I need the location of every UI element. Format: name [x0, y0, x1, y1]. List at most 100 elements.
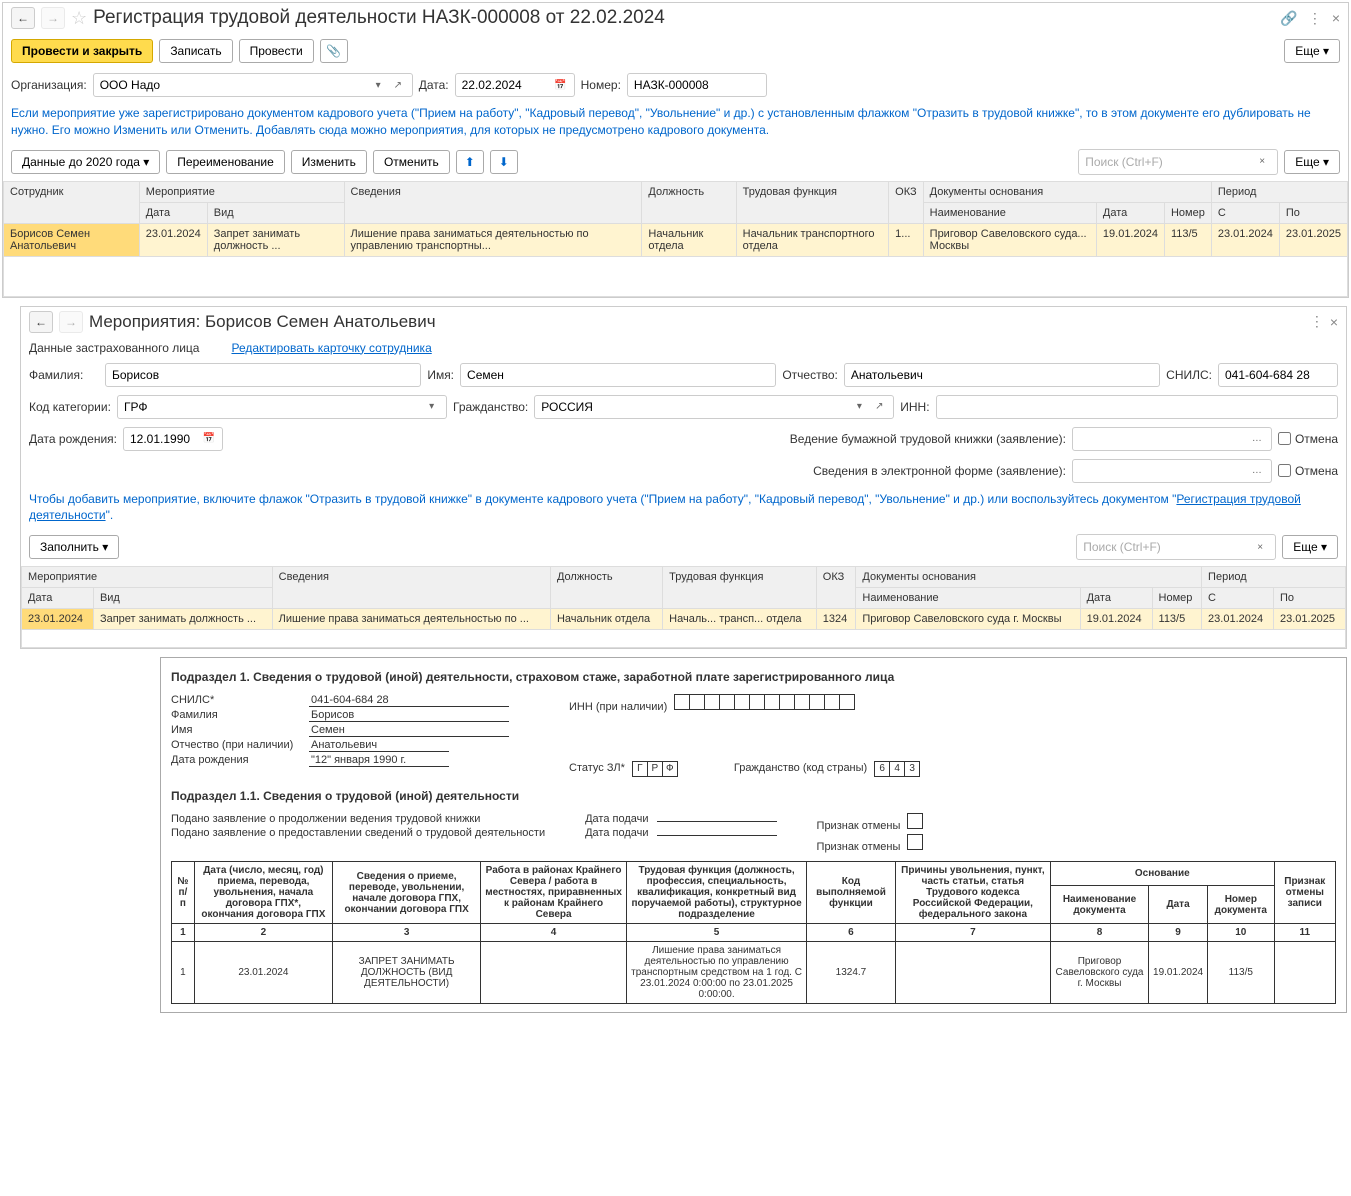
attach-button[interactable]: 📎: [320, 39, 348, 63]
clear-search-icon[interactable]: ×: [1253, 153, 1271, 171]
inn-label: ИНН:: [900, 400, 929, 414]
sub-nav-back[interactable]: ←: [29, 311, 53, 333]
sub-menu-icon[interactable]: ⋮: [1310, 313, 1324, 330]
sub-window: ← → Мероприятия: Борисов Семен Анатольев…: [20, 306, 1347, 650]
sub-window-title: Мероприятия: Борисов Семен Анатольевич: [89, 312, 1304, 332]
calendar-icon[interactable]: 📅: [553, 76, 568, 94]
org-input[interactable]: [100, 78, 367, 92]
cell-period-to: 23.01.2025: [1279, 223, 1347, 256]
th-info: Сведения: [344, 181, 642, 223]
info-text: Если мероприятие уже зарегистрировано до…: [3, 101, 1348, 143]
clear-search-icon[interactable]: ×: [1251, 538, 1269, 556]
citizenship-field[interactable]: ▾ ↗: [534, 395, 894, 419]
th-employee: Сотрудник: [4, 181, 140, 223]
dropdown-icon[interactable]: ▾: [423, 398, 440, 416]
firstname-label: Имя:: [427, 368, 454, 382]
lastname-label: Фамилия:: [29, 368, 99, 382]
number-field[interactable]: [627, 73, 767, 97]
status-boxes: ГРФ: [633, 761, 678, 777]
cell-type: Запрет занимать должность ...: [207, 223, 344, 256]
fill-button[interactable]: Заполнить ▾: [29, 535, 119, 559]
cell-date: 23.01.2024: [139, 223, 207, 256]
paper-label: Ведение бумажной трудовой книжки (заявле…: [790, 432, 1066, 446]
more-button-2[interactable]: Еще ▾: [1284, 150, 1340, 174]
number-label: Номер:: [581, 78, 621, 92]
category-label: Код категории:: [29, 400, 111, 414]
category-field[interactable]: ▾: [117, 395, 447, 419]
sub-table: Мероприятие Сведения Должность Трудовая …: [21, 566, 1346, 648]
sub-more-button[interactable]: Еще ▾: [1282, 535, 1338, 559]
org-label: Организация:: [11, 78, 87, 92]
more-button[interactable]: Еще ▾: [1284, 39, 1340, 63]
date-field[interactable]: 📅: [455, 73, 575, 97]
cell-basis-num: 113/5: [1164, 223, 1211, 256]
inn-field[interactable]: [936, 395, 1338, 419]
sub-close-icon[interactable]: ×: [1330, 314, 1338, 330]
birthdate-field[interactable]: 📅: [123, 427, 223, 451]
th-period: Период: [1211, 181, 1347, 202]
favorite-icon[interactable]: ☆: [71, 8, 87, 29]
post-close-button[interactable]: Провести и закрыть: [11, 39, 153, 63]
report-section: Подраздел 1. Сведения о трудовой (иной) …: [160, 657, 1347, 1013]
calendar-icon[interactable]: 📅: [202, 430, 216, 448]
change-button[interactable]: Изменить: [291, 150, 367, 174]
close-icon[interactable]: ×: [1332, 10, 1340, 26]
dropdown-icon[interactable]: ▾: [851, 398, 867, 416]
firstname-field[interactable]: [460, 363, 776, 387]
move-up-button[interactable]: ⬆: [456, 150, 484, 174]
sub-nav-forward[interactable]: →: [59, 311, 83, 333]
post-button[interactable]: Провести: [239, 39, 314, 63]
cell-function: Начальник транспортного отдела: [736, 223, 889, 256]
menu-icon[interactable]: ⋮: [1308, 10, 1322, 27]
number-input[interactable]: [634, 78, 760, 92]
sub-search-box[interactable]: ×: [1076, 534, 1276, 560]
th-basis-date: Дата: [1096, 202, 1164, 223]
cell-okz: 1...: [889, 223, 923, 256]
th-position: Должность: [642, 181, 736, 223]
move-down-button[interactable]: ⬇: [490, 150, 518, 174]
lastname-field[interactable]: [105, 363, 421, 387]
report-table: № п/п Дата (число, месяц, год) приема, п…: [171, 861, 1336, 1004]
paper-cancel-checkbox[interactable]: Отмена: [1278, 432, 1338, 446]
save-button[interactable]: Записать: [159, 39, 232, 63]
date-input[interactable]: [462, 78, 549, 92]
main-titlebar: ← → ☆ Регистрация трудовой деятельности …: [3, 3, 1348, 33]
org-field[interactable]: ▾ ↗: [93, 73, 413, 97]
date-label: Дата:: [419, 78, 449, 92]
main-toolbar: Провести и закрыть Записать Провести 📎 Е…: [3, 33, 1348, 69]
before2020-button[interactable]: Данные до 2020 года ▾: [11, 150, 160, 174]
citizenship-label: Гражданство:: [453, 400, 528, 414]
report-section11-title: Подраздел 1.1. Сведения о трудовой (иной…: [171, 789, 1336, 803]
rename-button[interactable]: Переименование: [166, 150, 285, 174]
sub-toolbar: Данные до 2020 года ▾ Переименование Изм…: [3, 143, 1348, 181]
table-row[interactable]: Борисов Семен Анатольевич 23.01.2024 Зап…: [4, 223, 1348, 256]
report-table-row: 1 23.01.2024 ЗАПРЕТ ЗАНИМАТЬ ДОЛЖНОСТЬ (…: [172, 942, 1336, 1004]
search-box[interactable]: ×: [1078, 149, 1278, 175]
sub-search-input[interactable]: [1083, 540, 1251, 554]
th-event: Мероприятие: [139, 181, 344, 202]
th-basis: Документы основания: [923, 181, 1211, 202]
dropdown-icon[interactable]: ▾: [370, 76, 386, 94]
nav-forward[interactable]: →: [41, 7, 65, 29]
search-input[interactable]: [1085, 155, 1253, 169]
main-form-row: Организация: ▾ ↗ Дата: 📅 Номер:: [3, 69, 1348, 101]
sub-table-row[interactable]: 23.01.2024 Запрет занимать должность ...…: [22, 609, 1346, 630]
th-basis-name: Наименование: [923, 202, 1096, 223]
electronic-field[interactable]: …: [1072, 459, 1272, 483]
th-okz: ОКЗ: [889, 181, 923, 223]
cell-employee: Борисов Семен Анатольевич: [4, 223, 140, 256]
nav-back[interactable]: ←: [11, 7, 35, 29]
paper-field[interactable]: …: [1072, 427, 1272, 451]
electronic-label: Сведения в электронной форме (заявление)…: [813, 464, 1066, 478]
birthdate-label: Дата рождения:: [29, 432, 117, 446]
link-icon[interactable]: 🔗: [1280, 10, 1297, 27]
open-icon[interactable]: ↗: [871, 398, 887, 416]
middlename-label: Отчество:: [782, 368, 838, 382]
snils-label: СНИЛС:: [1166, 368, 1212, 382]
edit-card-link[interactable]: Редактировать карточку сотрудника: [231, 341, 431, 355]
middlename-field[interactable]: [844, 363, 1160, 387]
snils-field[interactable]: [1218, 363, 1338, 387]
electronic-cancel-checkbox[interactable]: Отмена: [1278, 464, 1338, 478]
cancel-button[interactable]: Отменить: [373, 150, 450, 174]
open-icon[interactable]: ↗: [390, 76, 406, 94]
